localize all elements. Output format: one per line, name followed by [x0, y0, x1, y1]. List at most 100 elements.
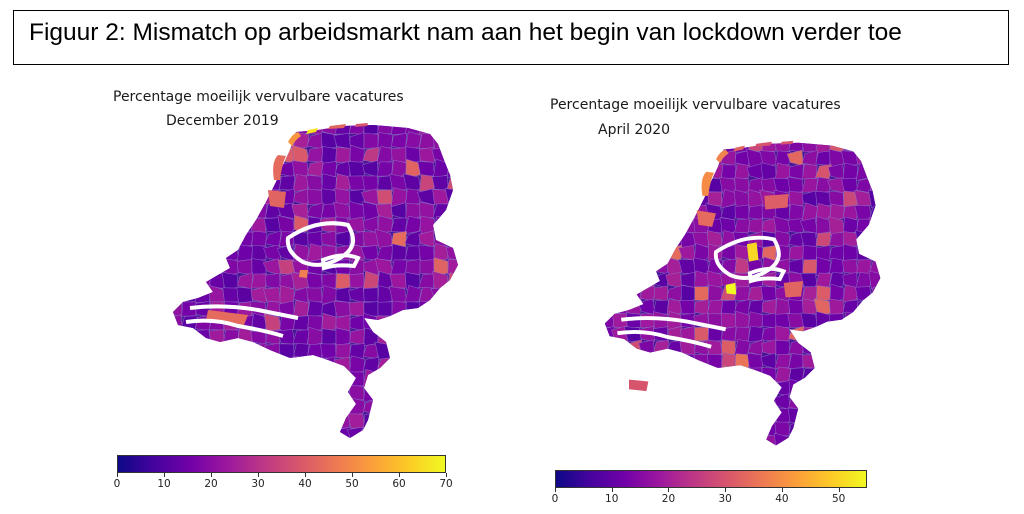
municipality-region [639, 232, 656, 247]
municipality-region [459, 442, 477, 456]
municipality-region [349, 273, 365, 289]
municipality-region [653, 285, 669, 302]
municipality-region [788, 203, 804, 221]
municipality-region [363, 413, 379, 429]
municipality-region [870, 367, 881, 383]
municipality-region [194, 273, 212, 290]
municipality-region [277, 259, 295, 275]
colorbar-tick [258, 473, 259, 477]
municipality-region [692, 232, 710, 247]
municipality-region [640, 191, 655, 207]
municipality-region [223, 125, 240, 135]
municipality-region [773, 142, 791, 153]
colorbar-apr-2020 [555, 470, 867, 488]
municipality-region [841, 408, 859, 423]
municipality-region [430, 287, 450, 303]
municipality-region [208, 357, 226, 373]
municipality-region [173, 242, 183, 263]
municipality-region [391, 442, 407, 456]
municipality-region [377, 371, 393, 387]
municipality-region [279, 285, 295, 305]
municipality-region [223, 426, 239, 438]
municipality-region [307, 189, 323, 205]
municipality-region [173, 146, 184, 163]
municipality-region [869, 326, 881, 342]
municipality-region [445, 369, 458, 389]
municipality-region [419, 300, 435, 318]
municipality-region [293, 427, 309, 438]
municipality-region [882, 219, 898, 233]
colorbar-tick-label: 30 [251, 478, 265, 490]
municipality-region [625, 421, 643, 437]
colorbar-tick-label: 50 [345, 478, 359, 490]
municipality-region [604, 243, 615, 263]
municipality-region [800, 434, 818, 446]
municipality-region [613, 434, 628, 446]
municipality-region [788, 245, 804, 261]
municipality-region [194, 412, 212, 430]
municipality-region [694, 327, 709, 342]
municipality-region [405, 427, 421, 438]
municipality-region [841, 259, 858, 274]
municipality-region [418, 398, 436, 416]
municipality-region [815, 150, 832, 166]
highlighted-region [306, 128, 318, 134]
municipality-region [173, 161, 183, 177]
municipality-region [869, 245, 881, 261]
municipality-region [222, 287, 239, 303]
municipality-region [361, 426, 380, 438]
municipality-region [604, 286, 614, 301]
municipality-region [640, 447, 655, 465]
municipality-region [279, 125, 295, 135]
municipality-region [347, 413, 365, 429]
municipality-region [173, 189, 183, 205]
municipality-region [178, 125, 198, 136]
municipality-region [431, 398, 450, 416]
municipality-region [884, 190, 899, 207]
municipality-region [236, 244, 254, 262]
municipality-region [251, 230, 267, 248]
municipality-region [462, 215, 476, 235]
municipality-region [390, 342, 407, 360]
municipality-region [828, 325, 845, 343]
colorbar-tick-label: 30 [718, 493, 732, 505]
municipality-region [612, 177, 628, 194]
municipality-region [320, 343, 337, 359]
municipality-region [843, 243, 858, 263]
municipality-region [173, 383, 184, 403]
municipality-region [192, 203, 212, 219]
municipality-region [680, 434, 696, 446]
markermeer-water [747, 266, 787, 284]
municipality-region [461, 414, 477, 429]
municipality-region [376, 146, 394, 164]
municipality-region [195, 342, 211, 360]
municipality-region [748, 449, 763, 463]
municipality-region [856, 218, 872, 233]
municipality-region [707, 432, 723, 446]
municipality-region [335, 343, 351, 359]
municipality-region [748, 204, 764, 220]
municipality-region [666, 299, 683, 315]
municipality-region [829, 379, 844, 398]
municipality-region [856, 367, 871, 383]
municipality-region [461, 175, 477, 191]
highlighted-region [725, 282, 737, 295]
municipality-region [666, 188, 683, 209]
municipality-region [405, 188, 421, 206]
colorbar-ticks-dec-2019: 0 10 20 30 40 50 60 70 [114, 473, 453, 493]
municipality-region [195, 370, 211, 388]
municipality-region [208, 427, 226, 438]
municipality-region [462, 399, 476, 414]
municipality-region [208, 384, 225, 402]
municipality-region [279, 175, 295, 191]
municipality-region [666, 394, 683, 410]
municipality-region [610, 299, 629, 315]
municipality-region [680, 162, 696, 181]
municipality-region [774, 313, 790, 328]
municipality-region [680, 364, 696, 385]
municipality-region [680, 407, 697, 423]
map-title-dec-2019-line2: December 2019 [166, 113, 279, 129]
municipality-region [884, 257, 898, 275]
municipality-region [251, 343, 267, 359]
municipality-region [334, 396, 352, 418]
